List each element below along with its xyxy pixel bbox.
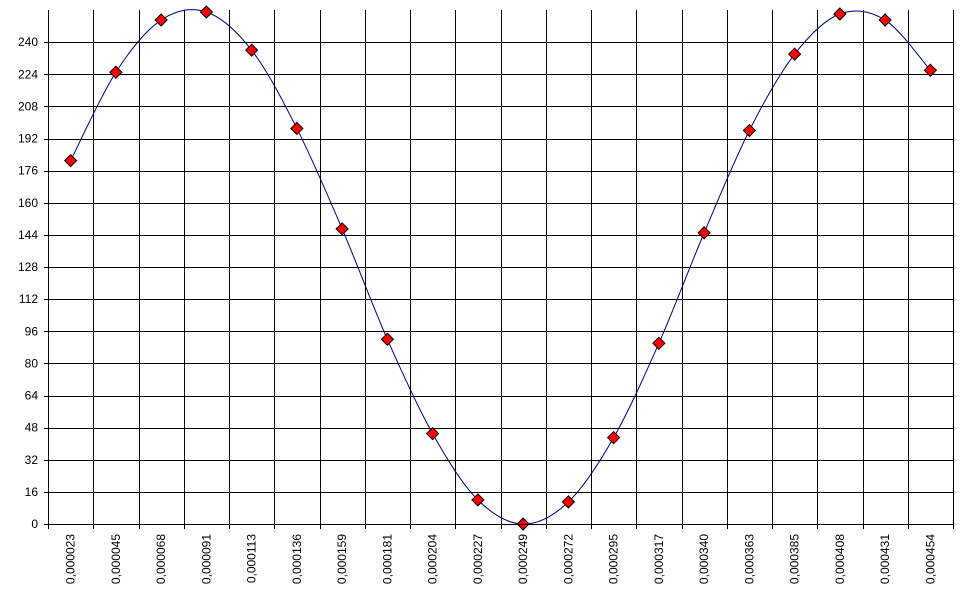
x-tick-label: 0,000295 bbox=[607, 534, 621, 584]
x-tick-label: 0,000091 bbox=[199, 534, 213, 584]
data-point bbox=[697, 226, 711, 240]
data-point bbox=[471, 493, 485, 507]
data-point bbox=[606, 430, 621, 445]
y-tick-label: 128 bbox=[18, 260, 38, 274]
data-point bbox=[425, 426, 440, 441]
x-tick-label: 0,000385 bbox=[788, 534, 802, 584]
x-tick-label: 0,000227 bbox=[471, 534, 485, 584]
data-point bbox=[923, 63, 938, 77]
x-tick-label: 0,000249 bbox=[516, 534, 530, 584]
y-tick-label: 32 bbox=[25, 453, 39, 467]
x-tick-label: 0,000068 bbox=[154, 534, 168, 584]
y-tick-label: 80 bbox=[25, 356, 39, 370]
data-point bbox=[335, 222, 349, 236]
x-tick-label: 0,000317 bbox=[652, 534, 666, 584]
x-tick-label: 0,000431 bbox=[878, 534, 892, 584]
data-point bbox=[109, 65, 123, 79]
y-tick-label: 16 bbox=[25, 485, 39, 499]
y-tick-label: 96 bbox=[25, 324, 39, 338]
x-tick-label: 0,000363 bbox=[742, 534, 756, 584]
x-tick-label: 0,000204 bbox=[426, 534, 440, 584]
y-tick-label: 208 bbox=[18, 99, 38, 113]
x-tick-label: 0,000045 bbox=[109, 534, 123, 584]
y-tick-label: 240 bbox=[18, 35, 38, 49]
y-axis-ticks: 0 16 32 48 64 80 96 112 128 144 160 176 192 208 224 240 bbox=[18, 35, 48, 531]
data-point bbox=[154, 13, 168, 27]
y-tick-label: 112 bbox=[19, 292, 38, 306]
data-point bbox=[742, 123, 757, 138]
x-tick-label: 0,000454 bbox=[923, 534, 937, 584]
data-point bbox=[63, 153, 78, 168]
data-point bbox=[652, 336, 666, 351]
data-point bbox=[380, 332, 395, 346]
y-tick-label: 176 bbox=[18, 164, 38, 178]
gridlines bbox=[48, 10, 954, 525]
y-tick-label: 64 bbox=[25, 389, 39, 403]
x-tick-label: 0,000340 bbox=[697, 534, 711, 584]
data-point bbox=[833, 7, 847, 21]
x-tick-label: 0,000408 bbox=[833, 534, 847, 584]
x-tick-label: 0,000159 bbox=[335, 534, 349, 584]
x-tick-label: 0,000136 bbox=[290, 534, 304, 584]
data-point bbox=[290, 121, 304, 136]
data-point bbox=[561, 495, 576, 509]
data-point bbox=[199, 5, 214, 19]
x-tick-label: 0,000181 bbox=[380, 534, 394, 584]
y-tick-label: 0 bbox=[31, 517, 38, 531]
x-tick-label: 0,000272 bbox=[561, 534, 575, 584]
data-points bbox=[63, 5, 938, 531]
x-tick-label: 0,000023 bbox=[64, 534, 78, 584]
y-tick-label: 144 bbox=[18, 228, 38, 242]
data-point bbox=[878, 13, 892, 27]
x-tick-label: 0,000113 bbox=[245, 534, 259, 583]
data-point bbox=[787, 47, 802, 61]
y-tick-label: 192 bbox=[18, 132, 38, 146]
y-tick-label: 48 bbox=[25, 421, 39, 435]
y-tick-label: 160 bbox=[18, 196, 38, 210]
x-axis-ticks: 0,000023 0,000045 0,000068 0,000091 0,000113… bbox=[64, 524, 954, 584]
y-tick-label: 224 bbox=[18, 67, 38, 81]
series-line bbox=[70, 9, 931, 525]
data-point bbox=[244, 43, 259, 57]
